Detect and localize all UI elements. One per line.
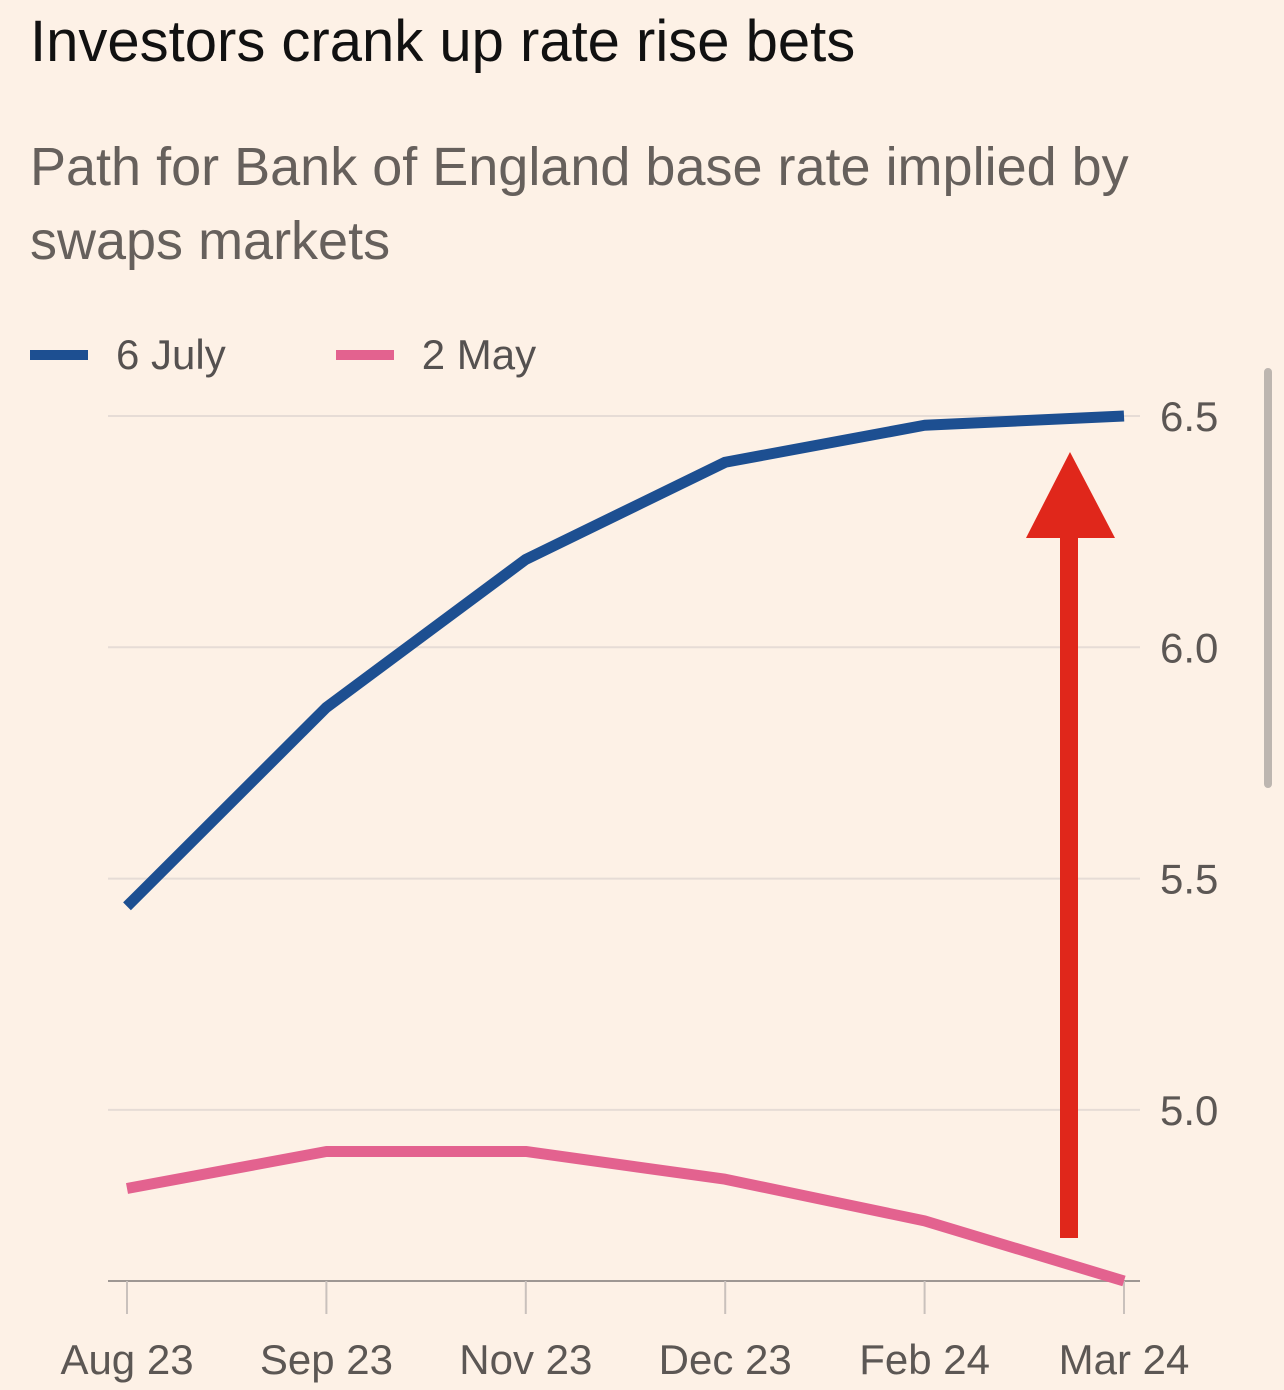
y-tick-label: 6.0 (1160, 624, 1218, 671)
x-tick-label: Feb 24 (859, 1336, 990, 1383)
y-tick-label: 6.5 (1160, 393, 1218, 440)
legend-item-2-may: 2 May (335, 331, 537, 379)
x-tick-label: Nov 23 (459, 1336, 592, 1383)
x-tick-label: Sep 23 (260, 1336, 393, 1383)
legend-label-6-july: 6 July (116, 331, 226, 378)
legend-label-2-may: 2 May (421, 331, 537, 378)
x-tick-label: Aug 23 (60, 1336, 193, 1383)
y-tick-label: 5.5 (1160, 856, 1218, 903)
scrollbar[interactable] (1264, 368, 1272, 788)
series-line-6-july (123, 410, 1125, 911)
y-tick-label: 5.0 (1160, 1087, 1218, 1134)
chart-subtitle: Path for Bank of England base rate impli… (30, 137, 1129, 271)
legend-swatch-2-may (335, 350, 394, 360)
series-line-2-may (125, 1145, 1126, 1287)
annotation-arrow-head (1026, 452, 1115, 538)
legend: 6 July 2 May (30, 330, 646, 380)
x-tick-label: Dec 23 (659, 1336, 792, 1383)
chart-title: Investors crank up rate rise bets (30, 9, 856, 74)
legend-swatch-6-july (30, 350, 88, 360)
annotation-arrow-shaft (1060, 530, 1078, 1238)
x-tick-label: Mar 24 (1059, 1336, 1190, 1383)
legend-item-6-july: 6 July (30, 331, 226, 379)
